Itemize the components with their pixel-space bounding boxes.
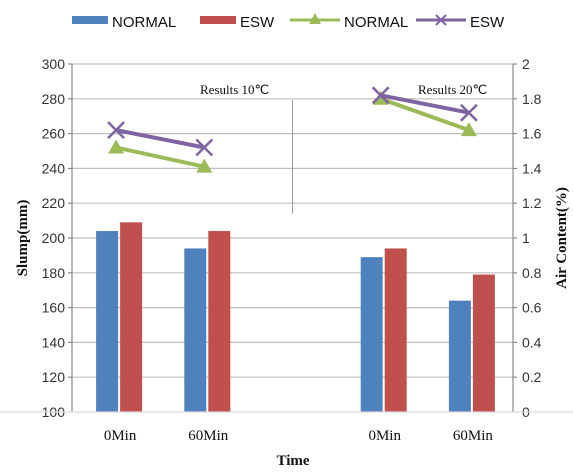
legend-swatch — [72, 16, 108, 24]
point-normal — [196, 158, 213, 173]
legend-item-bar-esw: ESW — [200, 14, 275, 31]
point-mark — [371, 86, 390, 105]
y2-tick-label: 1.6 — [522, 126, 542, 142]
y2-tick-label: 1.4 — [522, 160, 542, 176]
legend-item-line-esw: ESW — [416, 14, 505, 31]
x-tick-label: 0Min — [104, 428, 137, 444]
x-tick-label: 60Min — [188, 428, 229, 444]
y-tick-label: 160 — [42, 300, 66, 316]
line-normal — [115, 145, 205, 169]
y-tick-label: 220 — [42, 195, 66, 211]
legend-label: NORMAL — [344, 14, 408, 31]
axes: 10012014016018020022024026028030000.20.4… — [0, 56, 573, 444]
legend: NORMAL ESW NORMAL ESW — [72, 13, 505, 31]
point-normal — [460, 122, 477, 137]
legend-marker — [435, 14, 447, 26]
y-tick-label: 120 — [42, 369, 66, 385]
legend-item-line-normal: NORMAL — [290, 13, 408, 31]
bar-esw-3 — [384, 248, 407, 412]
y-tick-label: 280 — [42, 91, 66, 107]
point-esw — [107, 121, 125, 140]
point-mark — [107, 121, 125, 140]
y-tick-label: 140 — [42, 334, 66, 350]
point-esw — [195, 138, 214, 157]
y-tick-label: 260 — [42, 126, 66, 142]
point-esw — [460, 103, 478, 122]
point-mark — [195, 138, 214, 157]
point-normal — [372, 90, 389, 105]
legend-item-bar-normal: NORMAL — [72, 14, 176, 31]
legend-label: ESW — [470, 14, 505, 31]
y-tick-label: 200 — [42, 230, 66, 246]
annotation-20c: Results 20℃ — [418, 82, 487, 97]
legend-label: NORMAL — [112, 14, 176, 31]
y-axis-title: Slump(mm) — [15, 200, 31, 277]
bar-normal-3 — [360, 257, 383, 412]
point-mark — [460, 103, 478, 122]
point-normal — [108, 139, 125, 154]
line-esw — [380, 93, 470, 115]
bar-normal-1 — [184, 248, 207, 412]
legend-marker — [309, 13, 321, 24]
bar-esw-1 — [208, 231, 231, 412]
line-normal — [380, 96, 470, 133]
point-esw — [371, 86, 390, 105]
y-tick-label: 300 — [42, 56, 66, 72]
y2-tick-label: 0.2 — [522, 369, 542, 385]
bar-esw-0 — [120, 222, 143, 412]
bar-esw-4 — [472, 274, 495, 412]
y-tick-label: 180 — [42, 265, 66, 281]
y2-tick-label: 1.8 — [522, 91, 542, 107]
bar-normal-4 — [448, 300, 471, 412]
y-tick-label: 240 — [42, 160, 66, 176]
legend-label: ESW — [240, 14, 275, 31]
bar-normal-0 — [96, 231, 119, 412]
bars — [96, 222, 495, 412]
y2-tick-label: 1 — [522, 230, 530, 246]
legend-swatch — [200, 16, 236, 24]
y2-tick-label: 2 — [522, 56, 530, 72]
x-tick-label: 60Min — [453, 428, 494, 444]
annotation-10c: Results 10℃ — [200, 82, 269, 97]
y2-tick-label: 0.6 — [522, 300, 542, 316]
grid — [72, 63, 513, 378]
y2-tick-label: 0.4 — [522, 334, 542, 350]
line-esw — [115, 128, 205, 150]
y2-tick-label: 0.8 — [522, 265, 542, 281]
x-axis-title: Time — [276, 453, 309, 469]
y2-tick-label: 1.2 — [522, 195, 542, 211]
x-tick-label: 0Min — [368, 428, 401, 444]
lines — [107, 86, 478, 173]
y2-axis-title: Air Content(%) — [554, 187, 570, 289]
